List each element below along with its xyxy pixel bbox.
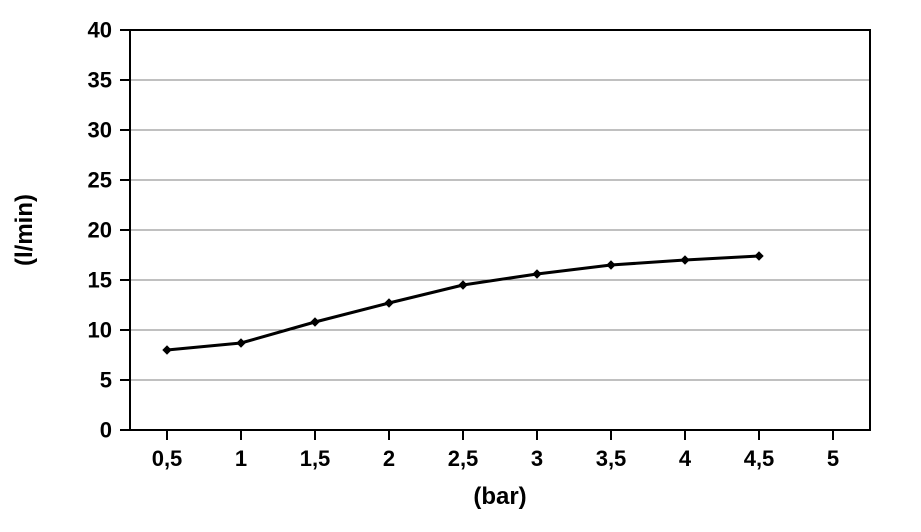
- x-tick-label: 4: [679, 446, 692, 471]
- x-tick-label: 0,5: [152, 446, 183, 471]
- x-tick-label: 2,5: [448, 446, 479, 471]
- y-tick-label: 0: [100, 418, 112, 443]
- x-tick-label: 1: [235, 446, 247, 471]
- x-tick-label: 3: [531, 446, 543, 471]
- y-tick-label: 10: [88, 318, 112, 343]
- y-tick-label: 20: [88, 218, 112, 243]
- y-tick-label: 40: [88, 18, 112, 43]
- x-tick-label: 4,5: [744, 446, 775, 471]
- x-tick-label: 2: [383, 446, 395, 471]
- x-tick-label: 3,5: [596, 446, 627, 471]
- y-tick-label: 35: [88, 68, 112, 93]
- y-tick-label: 5: [100, 368, 112, 393]
- chart-svg: 0,5 1 1,5 2 2,5 3 3,5 4 4,5 5 0 5 10 15 20 25 30 35 40 (bar…: [0, 0, 921, 532]
- x-tick-label: 5: [827, 446, 839, 471]
- y-tick-label: 30: [88, 118, 112, 143]
- y-axis-title: (l/min): [11, 194, 38, 266]
- x-tick-label: 1,5: [300, 446, 331, 471]
- y-tick-label: 25: [88, 168, 112, 193]
- y-tick-label: 15: [88, 268, 112, 293]
- flow-vs-pressure-chart: 0,5 1 1,5 2 2,5 3 3,5 4 4,5 5 0 5 10 15 20 25 30 35 40 (bar…: [0, 0, 921, 532]
- x-axis-title: (bar): [473, 483, 526, 510]
